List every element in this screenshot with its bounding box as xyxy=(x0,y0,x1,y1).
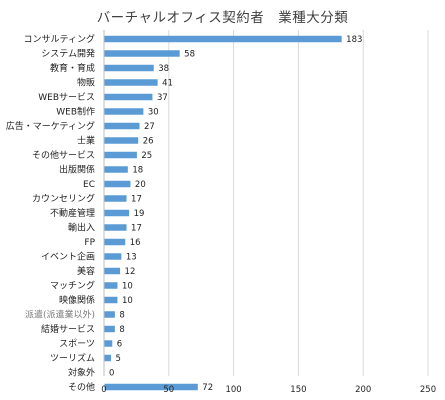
category-label: EC xyxy=(83,180,95,190)
bar xyxy=(104,253,122,260)
value-label: 30 xyxy=(148,108,159,118)
bar xyxy=(104,137,139,144)
bar xyxy=(104,151,137,159)
x-tick-label: 200 xyxy=(355,385,371,395)
category-label: ツーリズム xyxy=(50,352,95,364)
bar xyxy=(104,180,131,188)
bar xyxy=(104,122,140,130)
category-label: 派遣(派遣業以外) xyxy=(25,309,95,321)
value-label: 19 xyxy=(134,209,145,219)
value-label: 26 xyxy=(143,137,154,147)
bar-layer xyxy=(104,35,342,391)
category-label: WEB制作 xyxy=(56,106,95,118)
x-tick-label: 50 xyxy=(163,385,174,395)
category-label: 教育・育成 xyxy=(50,62,95,74)
category-label: 美容 xyxy=(77,265,95,277)
category-label: その他サービス xyxy=(32,149,95,161)
value-label: 13 xyxy=(126,253,137,263)
category-label: 士業 xyxy=(77,135,95,147)
value-label: 58 xyxy=(184,50,195,60)
bar xyxy=(104,64,154,72)
value-label: 18 xyxy=(132,166,143,176)
bar xyxy=(104,108,144,115)
bar xyxy=(104,79,158,86)
value-label: 8 xyxy=(119,325,124,335)
value-label: 17 xyxy=(131,195,142,205)
bar xyxy=(104,224,127,231)
bar xyxy=(104,296,118,304)
value-label: 20 xyxy=(135,180,146,190)
x-tick-label: 0 xyxy=(101,385,106,395)
bar xyxy=(104,325,115,333)
category-label: マッチング xyxy=(50,280,95,292)
value-label: 6 xyxy=(117,340,122,350)
value-label: 0 xyxy=(109,369,114,379)
bar xyxy=(104,267,121,275)
bar xyxy=(104,354,111,362)
bar xyxy=(104,311,115,318)
value-label: 10 xyxy=(122,282,133,292)
value-label: 16 xyxy=(130,238,141,248)
value-label: 41 xyxy=(162,79,173,89)
bar xyxy=(104,166,128,173)
chart-title: バーチャルオフィス契約者 業種大分類 xyxy=(96,10,349,26)
category-label: 輸出入 xyxy=(68,222,95,234)
bar xyxy=(104,93,153,101)
value-label: 25 xyxy=(141,151,152,161)
category-label: カウンセリング xyxy=(32,193,95,205)
bar xyxy=(104,209,130,217)
category-label: その他 xyxy=(68,381,95,393)
bar xyxy=(104,50,180,57)
category-label: 映像関係 xyxy=(59,294,95,306)
category-label: WEBサービス xyxy=(38,92,95,103)
category-label: 結婚サービス xyxy=(41,323,95,335)
x-tick-label: 100 xyxy=(225,385,241,395)
bar xyxy=(104,282,118,289)
value-label: 38 xyxy=(158,64,169,74)
category-label: 不動産管理 xyxy=(50,207,95,219)
value-label: 17 xyxy=(131,224,142,234)
category-label: コンサルティング xyxy=(24,33,95,45)
grid-layer xyxy=(103,30,429,376)
value-label: 72 xyxy=(202,383,213,393)
value-label: 183 xyxy=(346,35,362,45)
bar xyxy=(104,383,198,391)
category-label: スポーツ xyxy=(59,339,95,350)
category-label: イベント企画 xyxy=(41,251,95,263)
value-label: 5 xyxy=(115,354,120,364)
value-label: 12 xyxy=(125,267,136,277)
value-label: 37 xyxy=(157,93,168,103)
value-label: 10 xyxy=(122,296,133,306)
x-tick-label: 250 xyxy=(420,385,436,395)
category-label: システム開発 xyxy=(41,48,95,60)
category-label: FP xyxy=(84,238,95,248)
category-label: 物販 xyxy=(77,77,95,89)
bar xyxy=(104,35,342,43)
bar xyxy=(104,238,126,246)
value-label: 27 xyxy=(144,122,155,132)
category-label: 広告・マーケティング xyxy=(6,120,95,132)
value-label: 8 xyxy=(119,311,124,321)
category-label: 対象外 xyxy=(68,367,95,379)
bar xyxy=(104,195,127,202)
bar xyxy=(104,340,113,347)
x-tick-label: 150 xyxy=(290,385,306,395)
category-label: 出版関係 xyxy=(59,164,95,176)
